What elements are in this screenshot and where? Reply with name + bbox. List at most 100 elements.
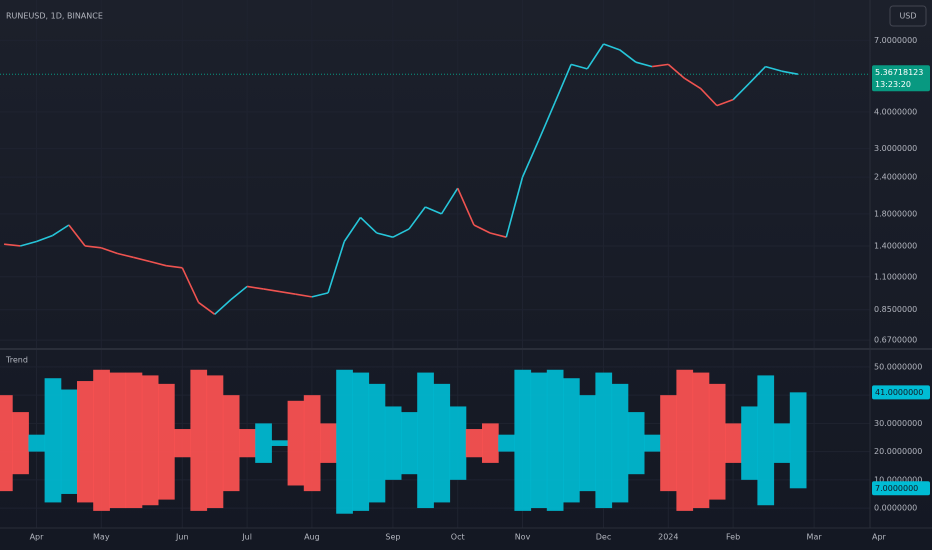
trend-band — [44, 378, 62, 503]
x-tick-label: Apr — [872, 533, 887, 542]
trend-band — [789, 392, 807, 489]
trend-band — [514, 369, 532, 511]
price-segment — [295, 293, 313, 298]
last-value: 7.0000000 — [875, 484, 918, 493]
price-segment — [214, 299, 232, 315]
price-segment — [424, 206, 442, 215]
trend-band — [384, 406, 402, 480]
price-segment — [781, 70, 799, 76]
trend-band — [271, 440, 289, 446]
price-segment — [36, 234, 53, 243]
y-tick-label: 20.0000000 — [874, 447, 922, 456]
last-value-badge — [872, 385, 930, 400]
trend-band — [141, 375, 159, 506]
price-segment — [603, 43, 620, 51]
x-tick-label: Feb — [726, 533, 740, 542]
y-tick-label: 30.0000000 — [874, 419, 922, 428]
price-segment — [700, 88, 718, 107]
price-segment — [263, 288, 280, 293]
price-segment — [537, 102, 556, 141]
price-segment — [473, 224, 491, 234]
y-tick-label: 3.0000000 — [874, 144, 917, 153]
x-tick-label: Mar — [807, 533, 823, 542]
price-segment — [181, 267, 200, 303]
y-tick-label: 1.8000000 — [874, 209, 917, 218]
trend-band — [546, 369, 564, 511]
price-segment — [343, 217, 362, 242]
price-segment — [619, 49, 637, 63]
trend-band — [109, 372, 127, 509]
price-segment — [198, 301, 216, 315]
trend-band — [482, 423, 499, 463]
price-segment — [716, 98, 734, 107]
trend-band — [579, 395, 596, 492]
trend-band — [725, 423, 742, 463]
y-tick-label: 0.8500000 — [874, 305, 917, 314]
trend-band — [190, 369, 208, 511]
price-segment — [311, 292, 329, 298]
price-segment — [101, 247, 118, 255]
last-price: 5.36718123 — [875, 68, 923, 77]
trend-band — [303, 395, 321, 492]
trend-band — [498, 434, 515, 452]
price-segment — [230, 285, 248, 301]
trend-band — [174, 429, 191, 458]
symbol-title: RUNEUSD, 1D, BINANCE — [6, 12, 103, 21]
last-price-badge — [872, 65, 930, 92]
trend-band — [93, 369, 110, 511]
trend-band — [757, 375, 775, 506]
trend-band — [692, 372, 710, 509]
price-segment — [505, 176, 524, 238]
y-tick-label: 7.0000000 — [874, 36, 917, 45]
trend-band — [627, 412, 645, 475]
price-segment — [489, 232, 507, 238]
price-segment — [408, 206, 426, 230]
trend-band — [611, 383, 629, 503]
trend-band — [368, 383, 386, 503]
y-tick-label: 1.4000000 — [874, 241, 917, 250]
trend-band — [465, 429, 483, 458]
y-tick-label: 0.0000000 — [874, 504, 917, 513]
trend-band — [60, 389, 78, 494]
indicator-title: Trend — [5, 356, 28, 365]
trend-band — [287, 400, 305, 486]
currency-box[interactable] — [889, 5, 927, 27]
price-segment — [684, 77, 702, 90]
price-segment — [4, 243, 21, 247]
trend-band — [352, 372, 370, 511]
x-tick-label: May — [93, 533, 110, 542]
plot-area — [0, 0, 870, 528]
x-tick-label: Nov — [515, 533, 531, 542]
price-segment — [327, 241, 346, 294]
trend-band — [595, 372, 613, 509]
price-segment — [117, 252, 134, 259]
trend-band — [239, 429, 256, 458]
trend-band — [708, 383, 726, 500]
price-segment — [748, 66, 767, 84]
y-tick-label: 50.0000000 — [874, 362, 922, 371]
price-segment — [279, 290, 296, 295]
price-segment — [667, 63, 686, 79]
trend-band — [222, 395, 240, 492]
x-tick-label: Oct — [451, 533, 465, 542]
y-tick-label: 1.1000000 — [874, 272, 917, 281]
price-segment — [359, 216, 378, 234]
currency[interactable]: USD — [899, 12, 916, 21]
price-segment — [440, 187, 459, 215]
trend-band — [206, 375, 224, 509]
price-segment — [149, 260, 167, 267]
price-segment — [732, 82, 750, 101]
trend-band — [741, 406, 758, 480]
trend-band — [28, 434, 46, 452]
y-tick-label: 2.4000000 — [874, 173, 917, 182]
x-tick-label: Dec — [596, 533, 611, 542]
countdown: 13:23:20 — [875, 80, 911, 89]
trend-band — [676, 369, 694, 511]
trend-band — [433, 383, 451, 503]
trend-band — [401, 412, 418, 475]
trend-band — [417, 372, 434, 509]
trend-band — [0, 395, 13, 492]
price-segment — [376, 232, 394, 238]
x-tick-label: Aug — [304, 533, 320, 542]
